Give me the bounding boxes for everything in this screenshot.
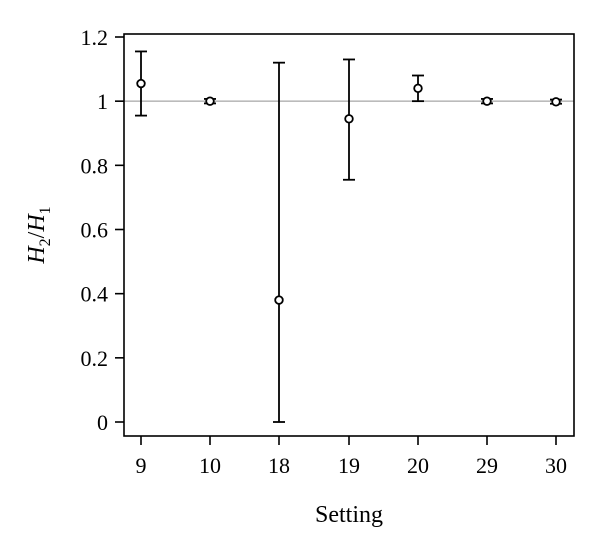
y-tick-label: 0.8 (81, 153, 109, 178)
x-tick-label: 18 (268, 453, 290, 478)
y-tick-label: 1.2 (81, 25, 109, 50)
data-point-29 (482, 96, 492, 106)
error-bar-18 (273, 61, 285, 423)
y-tick-label: 0.4 (81, 282, 109, 307)
x-tick-label: 30 (545, 453, 567, 478)
y-label-separator: / (24, 231, 50, 238)
data-point-20 (413, 83, 423, 94)
y-tick-label: 0 (97, 410, 108, 435)
x-axis-label: Setting (315, 502, 383, 528)
y-label-denominator-sub: 1 (37, 206, 54, 214)
x-tick-label: 29 (476, 453, 498, 478)
x-tick-label: 19 (338, 453, 360, 478)
y-label-denominator-var: H (24, 213, 50, 233)
y-label-numerator-var: H (24, 245, 50, 265)
data-point-10 (205, 96, 215, 106)
y-tick-label: 1 (97, 89, 108, 114)
x-tick-label: 9 (136, 453, 147, 478)
data-point-18 (274, 295, 284, 305)
y-tick-label: 0.6 (81, 218, 109, 243)
y-tick-label: 0.2 (81, 346, 109, 371)
data-point-19 (344, 114, 354, 124)
y-label-numerator-sub: 2 (37, 238, 54, 246)
y-axis-label: H2/H1 (24, 206, 54, 264)
data-point-30 (551, 97, 561, 107)
x-tick-label: 20 (407, 453, 429, 478)
data-point-9 (136, 78, 146, 89)
x-tick-label: 10 (199, 453, 221, 478)
